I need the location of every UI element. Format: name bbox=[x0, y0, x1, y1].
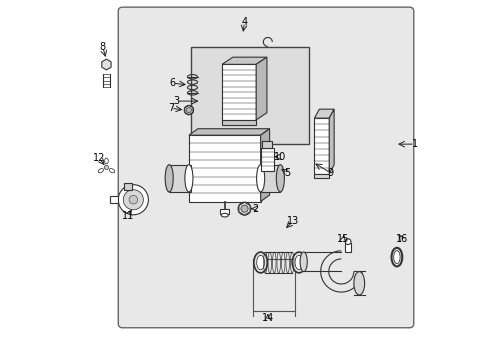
Text: 5: 5 bbox=[284, 168, 290, 178]
Circle shape bbox=[118, 185, 148, 215]
Text: 4: 4 bbox=[241, 17, 247, 27]
Circle shape bbox=[238, 202, 250, 215]
Circle shape bbox=[184, 105, 193, 115]
Text: 11: 11 bbox=[122, 211, 134, 221]
Polygon shape bbox=[188, 129, 269, 135]
Text: 7: 7 bbox=[167, 103, 174, 113]
Circle shape bbox=[186, 108, 191, 113]
Text: 10: 10 bbox=[274, 152, 286, 162]
Ellipse shape bbox=[276, 165, 284, 192]
Bar bbox=[188, 135, 260, 202]
Bar bbox=[253, 259, 294, 311]
Ellipse shape bbox=[165, 165, 173, 192]
Polygon shape bbox=[222, 120, 256, 125]
Ellipse shape bbox=[253, 252, 267, 273]
Circle shape bbox=[123, 190, 143, 210]
Bar bbox=[260, 165, 280, 192]
Ellipse shape bbox=[294, 255, 303, 270]
Text: 16: 16 bbox=[395, 234, 407, 244]
Bar bbox=[260, 148, 274, 171]
Circle shape bbox=[241, 205, 247, 212]
Polygon shape bbox=[256, 57, 266, 120]
Ellipse shape bbox=[184, 165, 193, 192]
Polygon shape bbox=[260, 129, 269, 202]
Bar bbox=[344, 243, 351, 252]
Bar bbox=[110, 196, 118, 203]
Ellipse shape bbox=[353, 272, 364, 295]
Text: 15: 15 bbox=[336, 234, 348, 244]
Bar bbox=[124, 183, 131, 190]
Polygon shape bbox=[328, 109, 333, 174]
Ellipse shape bbox=[300, 252, 306, 272]
Circle shape bbox=[345, 239, 350, 244]
Ellipse shape bbox=[256, 255, 264, 270]
Text: 8: 8 bbox=[100, 42, 106, 52]
Text: 12: 12 bbox=[93, 153, 105, 163]
Polygon shape bbox=[314, 109, 333, 118]
Circle shape bbox=[129, 195, 137, 204]
Bar bbox=[190, 47, 308, 144]
Bar bbox=[222, 64, 256, 120]
Text: 1: 1 bbox=[411, 139, 417, 149]
Bar bbox=[262, 141, 272, 148]
Ellipse shape bbox=[256, 165, 264, 192]
Polygon shape bbox=[222, 57, 266, 64]
Text: 3: 3 bbox=[173, 96, 179, 106]
Bar bbox=[220, 210, 228, 214]
Ellipse shape bbox=[292, 252, 305, 273]
Ellipse shape bbox=[393, 251, 399, 264]
Bar bbox=[169, 165, 190, 192]
Text: 14: 14 bbox=[261, 313, 273, 323]
Circle shape bbox=[104, 165, 108, 170]
Text: 6: 6 bbox=[169, 78, 176, 88]
Bar bbox=[314, 118, 328, 174]
Ellipse shape bbox=[221, 213, 228, 217]
FancyBboxPatch shape bbox=[118, 7, 413, 328]
Text: 13: 13 bbox=[286, 216, 299, 226]
Bar bbox=[314, 174, 328, 178]
Text: 9: 9 bbox=[327, 168, 333, 178]
Text: 2: 2 bbox=[252, 204, 258, 214]
